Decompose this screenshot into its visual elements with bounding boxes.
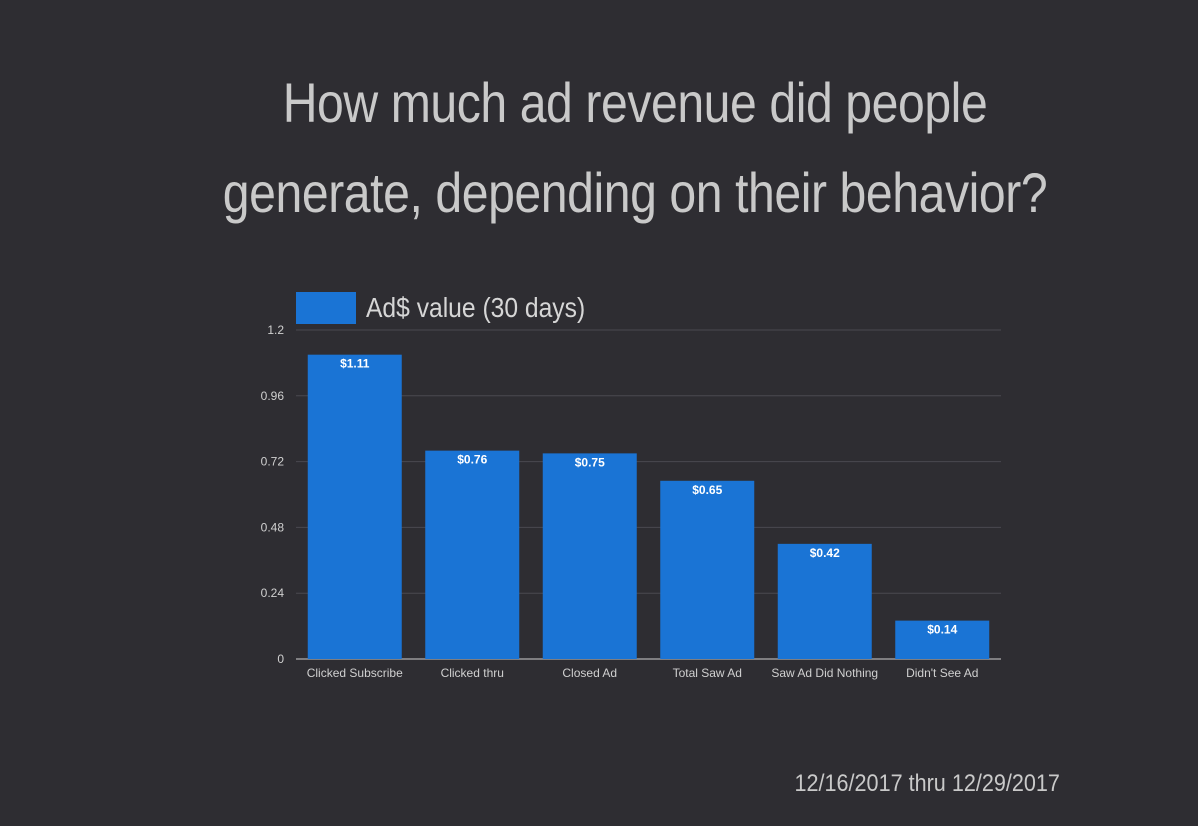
x-tick-label: Clicked Subscribe: [307, 666, 403, 680]
bar: [307, 354, 402, 659]
data-label: $0.65: [692, 483, 722, 497]
y-tick-label: 0.24: [261, 586, 285, 600]
y-tick-label: 0.96: [261, 389, 285, 403]
bar: [660, 480, 755, 659]
bar: [777, 543, 872, 659]
data-label: $0.76: [457, 453, 487, 467]
legend-label: Ad$ value (30 days): [366, 292, 586, 323]
bar: [542, 453, 637, 659]
data-label: $0.14: [927, 623, 957, 637]
date-range: 12/16/2017 thru 12/29/2017: [794, 770, 1060, 797]
legend: Ad$ value (30 days): [296, 290, 615, 326]
title-line-1: How much ad revenue did people: [282, 71, 988, 134]
bar: [895, 620, 990, 659]
x-tick-label: Didn't See Ad: [906, 666, 978, 680]
data-label: $0.75: [575, 455, 605, 469]
y-tick-label: 1.2: [267, 323, 284, 337]
title-line-2: generate, depending on their behavior?: [222, 161, 1048, 224]
data-label: $0.42: [810, 546, 840, 560]
legend-swatch: [296, 292, 356, 324]
x-tick-label: Clicked thru: [441, 666, 504, 680]
x-tick-label: Total Saw Ad: [673, 666, 742, 680]
x-tick-label: Saw Ad Did Nothing: [771, 666, 878, 680]
y-tick-label: 0.72: [261, 455, 285, 469]
bar: [425, 450, 520, 659]
chart-title: How much ad revenue did people generate,…: [218, 58, 1052, 238]
data-label: $1.11: [340, 357, 370, 371]
y-tick-label: 0.48: [261, 520, 285, 534]
x-tick-label: Closed Ad: [562, 666, 617, 680]
y-tick-label: 0: [277, 652, 284, 666]
